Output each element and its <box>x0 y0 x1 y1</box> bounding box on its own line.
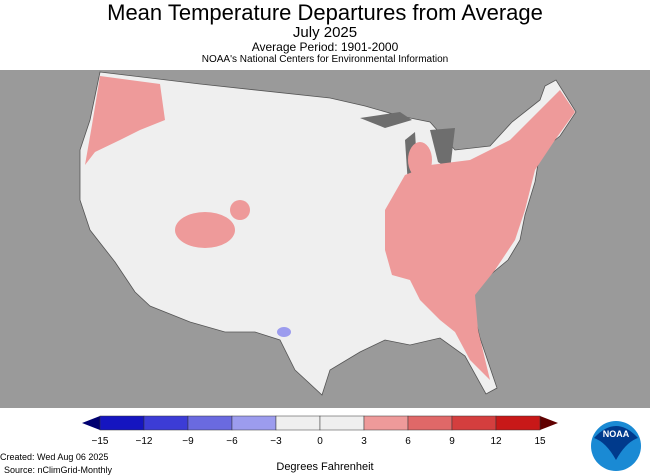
average-period: Average Period: 1901-2000 <box>251 40 399 54</box>
scale-tick-label: 0 <box>317 436 323 447</box>
above-average-areas <box>85 76 575 380</box>
color-segment <box>187 415 233 431</box>
color-segment <box>275 415 321 431</box>
scale-tick-label: −9 <box>182 436 194 447</box>
color-segment <box>231 415 277 431</box>
map-subtitle: July 2025 <box>292 24 358 41</box>
below-average-area <box>277 327 291 337</box>
map-title: Mean Temperature Departures from Average <box>107 0 543 25</box>
scale-tick-label: 15 <box>534 436 546 447</box>
scale-tick-label: 3 <box>361 436 367 447</box>
scale-tick-label: −12 <box>135 436 153 447</box>
noaa-logo: NOAA <box>591 421 641 471</box>
organization: NOAA's National Centers for Environmenta… <box>201 54 449 65</box>
svg-text:NOAA: NOAA <box>603 429 630 439</box>
us-temperature-map <box>0 70 650 408</box>
scale-tick-label: −3 <box>270 436 282 447</box>
scale-tick-label: 12 <box>490 436 502 447</box>
scale-tick-label: −15 <box>91 436 109 447</box>
scale-tick-label: 9 <box>449 436 455 447</box>
color-segment <box>319 415 365 431</box>
color-segment <box>143 415 189 431</box>
data-source: Source: nClimGrid-Monthly <box>4 465 113 475</box>
scale-tick-label: 6 <box>405 436 411 447</box>
scale-tick-label: −6 <box>226 436 238 447</box>
color-segment <box>451 415 497 431</box>
high-arrow <box>540 416 558 430</box>
color-segment <box>99 415 145 431</box>
color-segment <box>407 415 453 431</box>
low-arrow <box>82 416 100 430</box>
color-segment <box>495 415 541 431</box>
color-segment <box>363 415 409 431</box>
units-label: Degrees Fahrenheit <box>276 461 374 473</box>
color-scale-bar <box>82 415 558 431</box>
created-date: Created: Wed Aug 06 2025 <box>0 452 109 462</box>
